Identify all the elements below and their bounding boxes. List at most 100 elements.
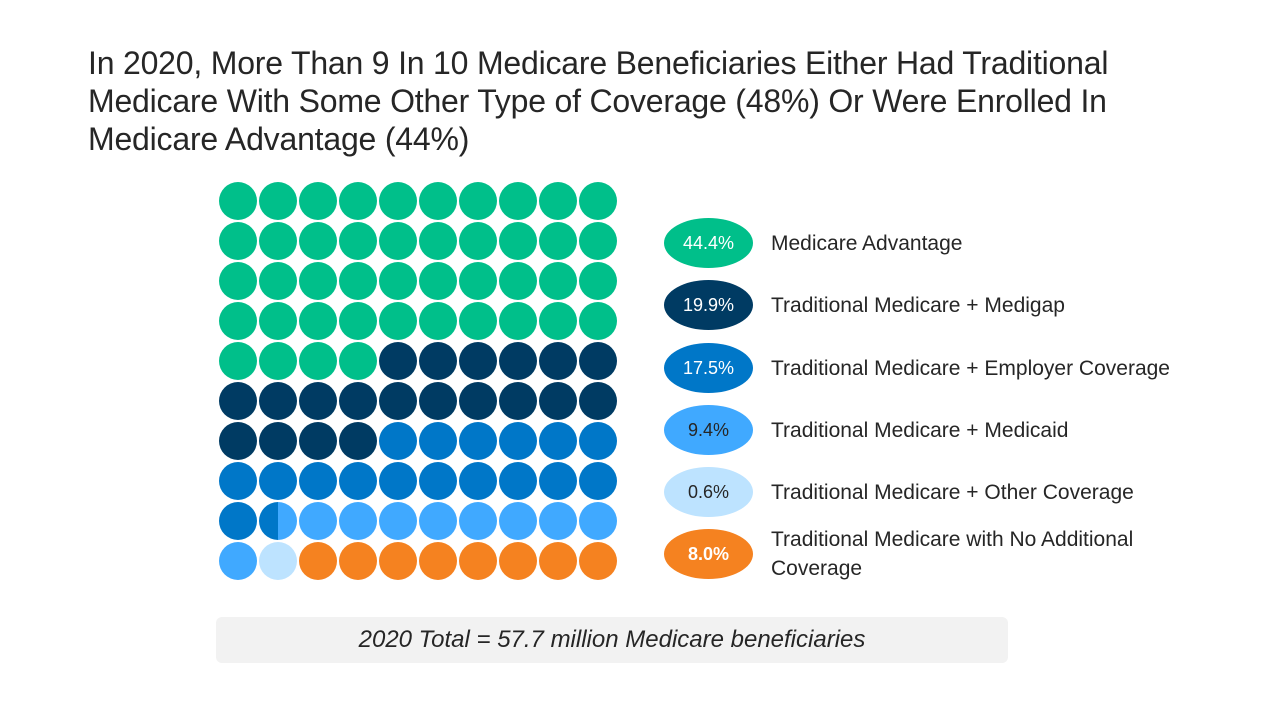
waffle-cell-traditional-medicare-medigap xyxy=(419,382,457,420)
waffle-cell-traditional-medicare-employer-coverage xyxy=(499,462,537,500)
waffle-cell-traditional-medicare-employer-coverage xyxy=(259,462,297,500)
waffle-cell-traditional-medicare-medigap xyxy=(499,382,537,420)
waffle-cell-medicare-advantage xyxy=(459,222,497,260)
waffle-cell-traditional-medicare-medicaid xyxy=(299,502,337,540)
waffle-cell-medicare-advantage xyxy=(219,342,257,380)
legend-item-medicare-advantage: 44.4% Medicare Advantage xyxy=(664,218,1264,268)
legend-item-medicaid: 9.4% Traditional Medicare + Medicaid xyxy=(664,405,1264,455)
waffle-cell-traditional-medicare-employer-coverage xyxy=(219,462,257,500)
legend-label: Traditional Medicare + Medicaid xyxy=(771,418,1069,442)
waffle-cell-medicare-advantage xyxy=(499,262,537,300)
waffle-cell-medicare-advantage xyxy=(499,222,537,260)
waffle-cell-traditional-medicare-medigap xyxy=(539,382,577,420)
waffle-cell-traditional-medicare-employer-coverage xyxy=(459,462,497,500)
waffle-cell-traditional-medicare-medicaid xyxy=(579,502,617,540)
waffle-cell-traditional-medicare-other-coverage xyxy=(259,542,297,580)
waffle-cell-medicare-advantage xyxy=(499,302,537,340)
waffle-cell-medicare-advantage xyxy=(539,222,577,260)
waffle-cell-traditional-medicare-employer-coverage xyxy=(579,422,617,460)
waffle-cell-traditional-medicare-with-no-additional-coverage xyxy=(299,542,337,580)
waffle-cell-medicare-advantage xyxy=(299,182,337,220)
waffle-cell-traditional-medicare-medigap xyxy=(419,342,457,380)
legend-label: Traditional Medicare + Other Coverage xyxy=(771,480,1134,504)
waffle-cell-traditional-medicare-medicaid xyxy=(539,502,577,540)
waffle-cell-medicare-advantage xyxy=(299,222,337,260)
waffle-cell-traditional-medicare-employer-coverage xyxy=(419,422,457,460)
waffle-cell-traditional-medicare-medigap xyxy=(459,382,497,420)
waffle-cell-traditional-medicare-medigap xyxy=(339,382,377,420)
waffle-cell-medicare-advantage xyxy=(219,262,257,300)
waffle-cell-traditional-medicare-medicaid xyxy=(219,542,257,580)
waffle-cell-traditional-medicare-employer-coverage xyxy=(499,422,537,460)
waffle-cell-traditional-medicare-medicaid xyxy=(499,502,537,540)
waffle-cell-traditional-medicare-medigap xyxy=(339,422,377,460)
waffle-cell-medicare-advantage xyxy=(259,302,297,340)
waffle-cell-medicare-advantage xyxy=(539,302,577,340)
legend-item-medigap: 19.9% Traditional Medicare + Medigap xyxy=(664,280,1264,330)
waffle-cell-medicare-advantage xyxy=(379,182,417,220)
waffle-cell-traditional-medicare-employer-coverage xyxy=(539,422,577,460)
waffle-cell-traditional-medicare-medigap xyxy=(539,342,577,380)
waffle-cell-medicare-advantage xyxy=(219,222,257,260)
legend-label: Medicare Advantage xyxy=(771,231,963,255)
legend-item-no-additional-coverage: 8.0% Traditional Medicare with No Additi… xyxy=(664,528,1264,580)
waffle-cell-traditional-medicare-medigap xyxy=(219,382,257,420)
waffle-cell-traditional-medicare-with-no-additional-coverage xyxy=(459,542,497,580)
waffle-cell-traditional-medicare-with-no-additional-coverage xyxy=(499,542,537,580)
waffle-cell-traditional-medicare-medigap xyxy=(499,342,537,380)
waffle-cell-medicare-advantage xyxy=(579,222,617,260)
legend-badge: 8.0% xyxy=(664,529,753,579)
waffle-cell-medicare-advantage xyxy=(419,222,457,260)
legend-label: Traditional Medicare + Employer Coverage xyxy=(771,356,1170,380)
waffle-cell-medicare-advantage xyxy=(259,222,297,260)
waffle-cell-traditional-medicare-employer-coverage xyxy=(539,462,577,500)
legend-badge: 9.4% xyxy=(664,405,753,455)
legend-badge: 19.9% xyxy=(664,280,753,330)
waffle-cell-traditional-medicare-medigap xyxy=(259,382,297,420)
waffle-cell-medicare-advantage xyxy=(299,342,337,380)
waffle-cell-medicare-advantage xyxy=(339,262,377,300)
waffle-cell-medicare-advantage xyxy=(259,182,297,220)
waffle-cell-medicare-advantage xyxy=(579,182,617,220)
total-footnote-text: 2020 Total = 57.7 million Medicare benef… xyxy=(358,626,866,653)
chart-title: In 2020, More Than 9 In 10 Medicare Bene… xyxy=(88,45,1109,157)
total-footnote: 2020 Total = 57.7 million Medicare benef… xyxy=(216,617,1008,663)
waffle-cell-traditional-medicare-medicaid xyxy=(339,502,377,540)
waffle-cell-medicare-advantage xyxy=(459,182,497,220)
waffle-cell-traditional-medicare-with-no-additional-coverage xyxy=(579,542,617,580)
waffle-cell-half-traditional-medicare-medicaid xyxy=(278,502,297,540)
waffle-cell-traditional-medicare-employer-coverage xyxy=(379,422,417,460)
waffle-cell-medicare-advantage xyxy=(459,302,497,340)
waffle-cell-traditional-medicare-employer-coverage xyxy=(219,502,257,540)
waffle-cell-medicare-advantage xyxy=(339,182,377,220)
waffle-cell-traditional-medicare-employer-coverage xyxy=(339,462,377,500)
waffle-cell-medicare-advantage xyxy=(299,302,337,340)
waffle-cell-traditional-medicare-employer-coverage xyxy=(379,462,417,500)
waffle-cell-medicare-advantage xyxy=(419,262,457,300)
waffle-cell-traditional-medicare-employer-coverage xyxy=(299,462,337,500)
waffle-cell-medicare-advantage xyxy=(339,302,377,340)
waffle-cell-traditional-medicare-medigap xyxy=(379,342,417,380)
waffle-cell-medicare-advantage xyxy=(259,342,297,380)
waffle-cell-traditional-medicare-medigap xyxy=(579,342,617,380)
waffle-svg xyxy=(219,182,617,580)
legend: 44.4% Medicare Advantage 19.9% Tradition… xyxy=(664,218,1264,598)
waffle-cell-medicare-advantage xyxy=(219,302,257,340)
waffle-cell-medicare-advantage xyxy=(539,262,577,300)
waffle-cell-traditional-medicare-with-no-additional-coverage xyxy=(339,542,377,580)
legend-badge: 17.5% xyxy=(664,343,753,393)
waffle-cell-traditional-medicare-employer-coverage xyxy=(579,462,617,500)
waffle-cell-medicare-advantage xyxy=(419,182,457,220)
waffle-cell-traditional-medicare-medicaid xyxy=(419,502,457,540)
legend-label: Traditional Medicare + Medigap xyxy=(771,293,1065,317)
waffle-cell-medicare-advantage xyxy=(459,262,497,300)
waffle-cell-traditional-medicare-with-no-additional-coverage xyxy=(419,542,457,580)
waffle-cell-medicare-advantage xyxy=(299,262,337,300)
waffle-cell-traditional-medicare-medigap xyxy=(219,422,257,460)
legend-label: Traditional Medicare with No Additional … xyxy=(771,528,1134,580)
waffle-cell-medicare-advantage xyxy=(579,262,617,300)
waffle-cell-medicare-advantage xyxy=(219,182,257,220)
waffle-cell-traditional-medicare-medigap xyxy=(379,382,417,420)
waffle-cell-medicare-advantage xyxy=(379,222,417,260)
waffle-cell-medicare-advantage xyxy=(419,302,457,340)
